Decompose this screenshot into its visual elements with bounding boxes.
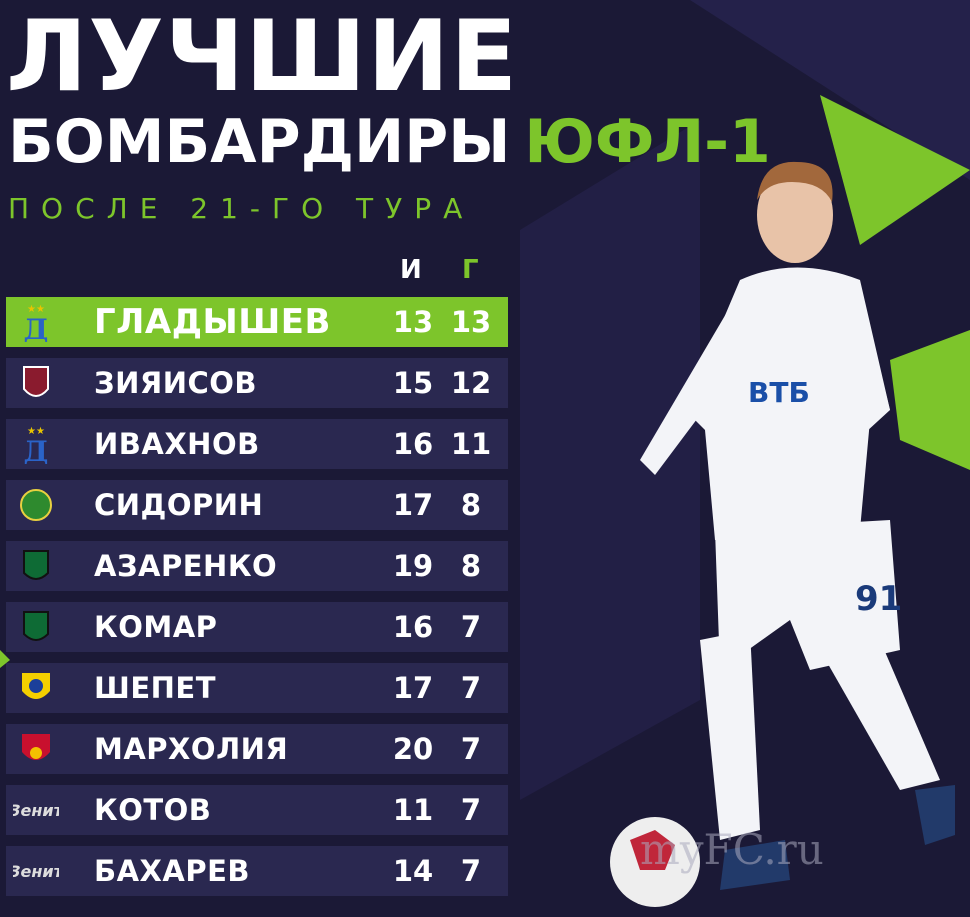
player-name: ИВАХНОВ — [94, 427, 260, 461]
league-name: ЮФЛ-1 — [524, 107, 771, 177]
games-value: 15 — [392, 366, 434, 400]
table-row: Зенит КОТОВ 11 7 — [6, 785, 508, 835]
games-value: 14 — [392, 854, 434, 888]
goals-value: 7 — [460, 732, 482, 766]
player-name: ЗИЯИСОВ — [94, 366, 258, 400]
krasnodar-club-icon — [6, 602, 66, 652]
goals-value: 12 — [450, 366, 492, 400]
dynamo-club-icon: ★★ Д — [6, 297, 66, 347]
table-row: ШЕПЕТ 17 7 — [6, 663, 508, 713]
watermark: myFC.ru — [640, 825, 824, 874]
title-text: БОМБАРДИРЫ — [8, 107, 511, 177]
column-goals: Г — [462, 255, 479, 285]
games-value: 13 — [392, 305, 434, 339]
games-value: 19 — [392, 549, 434, 583]
cska-club-icon — [6, 724, 66, 774]
player-name: ГЛАДЫШЕВ — [94, 302, 331, 342]
svg-text:Зенит: Зенит — [13, 862, 59, 881]
goals-value: 7 — [460, 793, 482, 827]
table-row: МАРХОЛИЯ 20 7 — [6, 724, 508, 774]
goals-value: 8 — [460, 549, 482, 583]
sponsor-logo: ВТБ — [748, 376, 810, 409]
title-line2: БОМБАРДИРЫ ЮФЛ-1 — [8, 112, 771, 172]
zenit-club-icon: Зенит — [6, 785, 66, 835]
table-row: ★★ Д ИВАХНОВ 16 11 — [6, 419, 508, 469]
games-value: 17 — [392, 671, 434, 705]
svg-text:★★: ★★ — [27, 304, 45, 315]
football-icon — [610, 817, 700, 907]
svg-text:★★: ★★ — [27, 426, 45, 437]
table-row: ★★ Д ГЛАДЫШЕВ 13 13 — [6, 297, 508, 347]
player-name: АЗАРЕНКО — [94, 549, 278, 583]
games-value: 20 — [392, 732, 434, 766]
table-row: Зенит БАХАРЕВ 14 7 — [6, 846, 508, 896]
rubin-club-icon — [6, 358, 66, 408]
player-name: СИДОРИН — [94, 488, 264, 522]
dynamo-club-icon: ★★ Д — [6, 419, 66, 469]
games-value: 11 — [392, 793, 434, 827]
table-row: АЗАРЕНКО 19 8 — [6, 541, 508, 591]
player-name: КОМАР — [94, 610, 218, 644]
goals-value: 7 — [460, 671, 482, 705]
jersey-number: 91 — [855, 579, 902, 619]
svg-text:Д: Д — [24, 435, 49, 464]
goals-value: 13 — [450, 305, 492, 339]
games-value: 16 — [392, 610, 434, 644]
table-row: ЗИЯИСОВ 15 12 — [6, 358, 508, 408]
green-triangle — [820, 95, 970, 245]
player-image: ВТБ 91 — [640, 161, 955, 890]
svg-text:Зенит: Зенит — [13, 801, 59, 820]
games-value: 16 — [392, 427, 434, 461]
goals-value: 11 — [450, 427, 492, 461]
green-triangle — [890, 330, 970, 470]
rostov-club-icon — [6, 663, 66, 713]
column-games: И — [400, 255, 422, 285]
goals-value: 8 — [460, 488, 482, 522]
subtitle: ПОСЛЕ 21-ГО ТУРА — [8, 192, 475, 225]
zenit-club-icon: Зенит — [6, 846, 66, 896]
title-line1: ЛУЧШИЕ — [6, 0, 519, 114]
table-row: КОМАР 16 7 — [6, 602, 508, 652]
goals-value: 7 — [460, 854, 482, 888]
player-name: ШЕПЕТ — [94, 671, 216, 705]
player-name: КОТОВ — [94, 793, 212, 827]
player-name: БАХАРЕВ — [94, 854, 251, 888]
games-value: 17 — [392, 488, 434, 522]
svg-text:Д: Д — [24, 313, 49, 342]
player-name: МАРХОЛИЯ — [94, 732, 289, 766]
krasnodar-club-icon — [6, 541, 66, 591]
table-row: СИДОРИН 17 8 — [6, 480, 508, 530]
akhmat-club-icon — [6, 480, 66, 530]
goals-value: 7 — [460, 610, 482, 644]
